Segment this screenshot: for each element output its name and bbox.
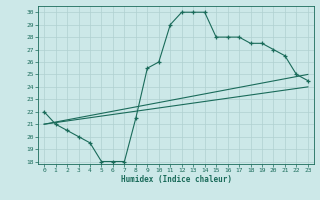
X-axis label: Humidex (Indice chaleur): Humidex (Indice chaleur) <box>121 175 231 184</box>
